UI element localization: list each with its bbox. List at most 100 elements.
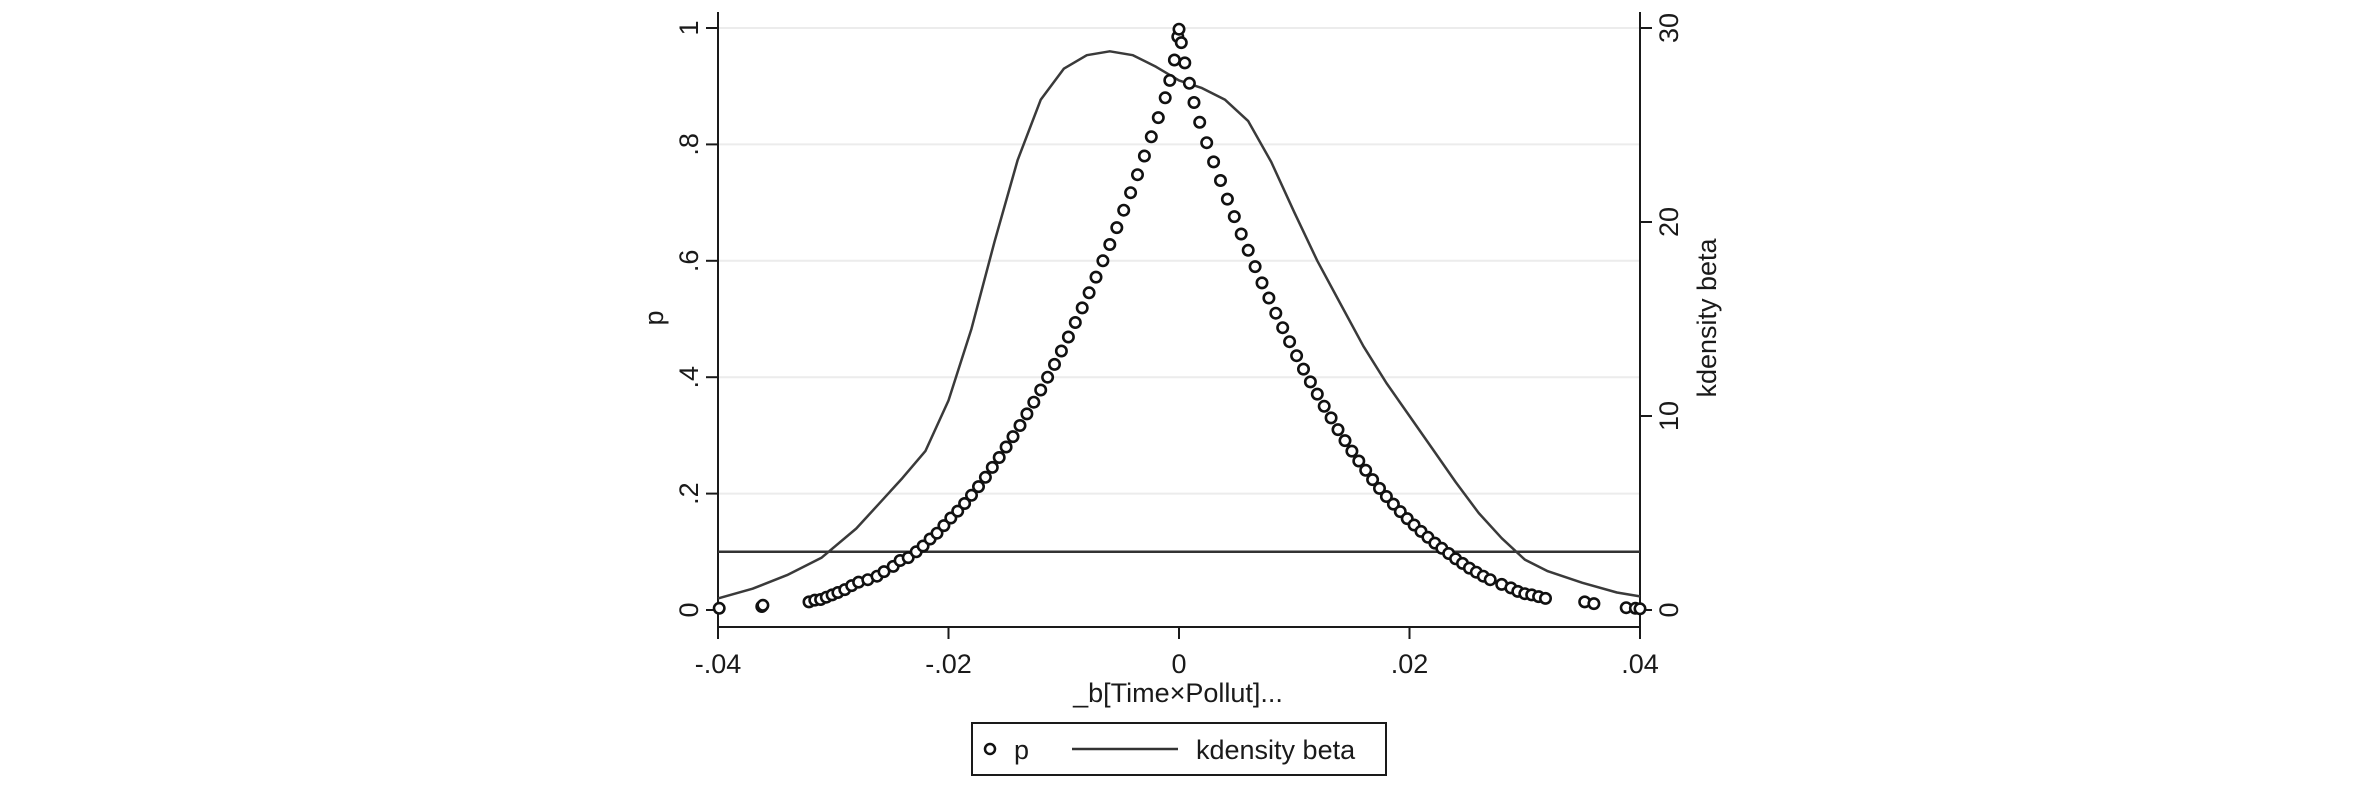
p-point <box>1386 497 1400 511</box>
p-point <box>1276 321 1290 335</box>
p-point <box>985 460 999 474</box>
p-point <box>1207 155 1221 169</box>
p-point <box>930 526 944 540</box>
p-point <box>712 601 726 615</box>
y-right-tick-label: 10 <box>1654 401 1684 431</box>
p-point <box>1144 130 1158 144</box>
p-point <box>1013 418 1027 432</box>
p-point <box>1303 375 1317 389</box>
p-point <box>1124 186 1138 200</box>
axes <box>706 12 1652 639</box>
p-point <box>999 440 1013 454</box>
x-tick-label: .02 <box>1391 649 1429 679</box>
legend: p kdensity beta <box>971 722 1387 776</box>
y-left-tick-label: .2 <box>674 482 704 505</box>
p-point <box>1587 597 1601 611</box>
p-point <box>1227 210 1241 224</box>
y-left-tick-label: 0 <box>674 602 704 617</box>
p-point <box>1379 489 1393 503</box>
p-point <box>756 598 770 612</box>
p-point <box>1234 227 1248 241</box>
p-point <box>1048 357 1062 371</box>
p-point <box>1096 254 1110 268</box>
p-point <box>958 496 972 510</box>
p-point <box>1241 243 1255 257</box>
p-point <box>964 488 978 502</box>
p-point <box>1373 481 1387 495</box>
p-point <box>1310 387 1324 401</box>
p-point <box>1041 370 1055 384</box>
legend-label-kdensity: kdensity beta <box>1196 735 1356 765</box>
p-point <box>1117 203 1131 217</box>
p-series <box>712 22 1647 616</box>
p-point <box>1248 260 1262 274</box>
p-point <box>937 519 951 533</box>
p-point <box>1345 444 1359 458</box>
p-point <box>1167 53 1181 67</box>
p-point <box>971 480 985 494</box>
legend-label-p: p <box>1014 735 1029 765</box>
p-point <box>1110 221 1124 235</box>
p-point <box>1068 315 1082 329</box>
p-point <box>1187 96 1201 110</box>
y-right-tick-label: 30 <box>1654 13 1684 43</box>
p-point <box>1089 270 1103 284</box>
x-tick-label: .04 <box>1621 649 1659 679</box>
p-point <box>1262 291 1276 305</box>
p-point <box>877 565 891 579</box>
p-point <box>1174 36 1188 50</box>
legend-marker-p <box>983 742 997 756</box>
p-point <box>1290 349 1304 363</box>
p-point <box>1539 591 1553 605</box>
p-point <box>1483 573 1497 587</box>
x-axis-label: _b[Time×Pollut]... <box>1072 678 1283 708</box>
x-tick-label: 0 <box>1171 649 1186 679</box>
p-point <box>1054 344 1068 358</box>
p-point <box>1283 335 1297 349</box>
p-point <box>1061 330 1075 344</box>
gridlines <box>718 27 1640 495</box>
p-point <box>1214 174 1228 188</box>
p-point <box>1178 56 1192 70</box>
y-axis-left-label: p <box>639 310 669 325</box>
p-point <box>1338 434 1352 448</box>
p-point <box>1006 430 1020 444</box>
y-axis-right-label: kdensity beta <box>1692 237 1722 397</box>
y-right-tick-label: 0 <box>1654 602 1684 617</box>
p-point <box>1193 115 1207 129</box>
p-point <box>1158 91 1172 105</box>
p-point <box>1075 301 1089 315</box>
p-point <box>1200 136 1214 150</box>
x-tick-label: -.02 <box>925 649 972 679</box>
p-point <box>1297 362 1311 376</box>
p-point <box>992 450 1006 464</box>
p-point <box>1324 411 1338 425</box>
p-point <box>1182 76 1196 90</box>
p-point <box>1027 395 1041 409</box>
legend-box <box>971 722 1387 776</box>
p-point <box>1131 168 1145 182</box>
p-point <box>1366 473 1380 487</box>
p-point <box>1082 286 1096 300</box>
p-point <box>1269 306 1283 320</box>
p-point <box>1172 22 1186 36</box>
p-point <box>1137 149 1151 163</box>
p-point <box>1163 73 1177 87</box>
p-point <box>1352 454 1366 468</box>
y-left-tick-label: .6 <box>674 250 704 273</box>
p-point <box>1151 111 1165 125</box>
kdensity-series <box>717 50 1641 600</box>
x-tick-label: -.04 <box>695 649 742 679</box>
p-point <box>1220 192 1234 206</box>
y-left-tick-label: .8 <box>674 133 704 156</box>
y-left-tick-label: .4 <box>674 366 704 389</box>
p-point <box>1034 383 1048 397</box>
p-point <box>1359 463 1373 477</box>
p-point <box>951 504 965 518</box>
p-point <box>1255 276 1269 290</box>
p-point <box>1020 407 1034 421</box>
p-point <box>1633 602 1647 616</box>
